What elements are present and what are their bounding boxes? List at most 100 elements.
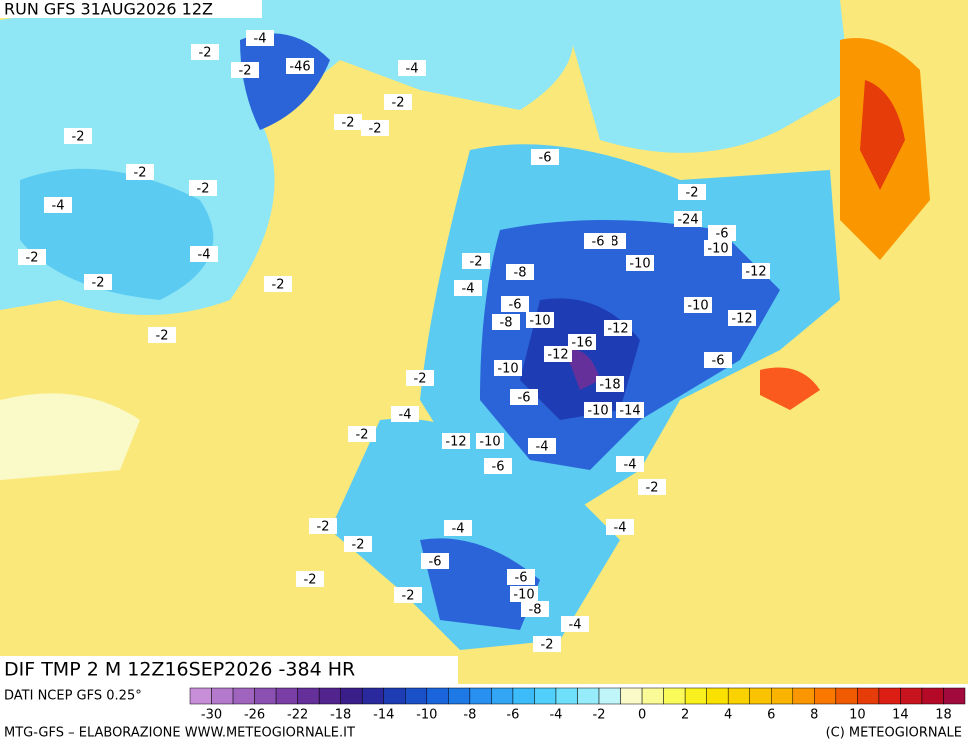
contour-label: -2 bbox=[686, 186, 699, 201]
legend-swatch bbox=[254, 687, 277, 705]
legend-swatch bbox=[835, 687, 858, 705]
legend-tick-label: -30 bbox=[201, 708, 222, 723]
contour-label: -4 bbox=[254, 32, 267, 47]
legend-swatch bbox=[620, 687, 643, 705]
map-background bbox=[0, 0, 968, 685]
legend-swatch bbox=[297, 687, 320, 705]
contour-label-box bbox=[626, 255, 654, 271]
contour-label-box bbox=[531, 149, 559, 165]
contour-label-box bbox=[506, 264, 534, 280]
legend-swatch bbox=[749, 687, 772, 705]
contour-label: -10 bbox=[629, 257, 650, 272]
contour-label-box bbox=[344, 536, 372, 552]
legend-swatch bbox=[361, 687, 385, 705]
legend-tick-label: -14 bbox=[373, 708, 394, 723]
legend-swatch bbox=[900, 687, 923, 705]
contour-label: -6 bbox=[539, 151, 552, 166]
legend-tick-label: 4 bbox=[724, 708, 732, 723]
contour-label: -2 bbox=[414, 372, 427, 387]
contour-label-box bbox=[492, 314, 520, 330]
contour-label: -12 bbox=[607, 322, 628, 337]
contour-label-box bbox=[191, 44, 219, 60]
contour-label: -16 bbox=[571, 336, 592, 351]
contour-label: -2 bbox=[402, 589, 415, 604]
contour-label: -2 bbox=[304, 573, 317, 588]
contour-label: -4 bbox=[52, 199, 65, 214]
contour-label-box bbox=[521, 601, 549, 617]
contour-label-box bbox=[309, 518, 337, 534]
contour-label: -4 bbox=[406, 62, 419, 77]
legend-swatch bbox=[232, 687, 255, 705]
contour-label-box bbox=[190, 246, 218, 262]
contour-label-box bbox=[568, 334, 596, 350]
contour-label-box bbox=[264, 276, 292, 292]
legend-swatch bbox=[684, 687, 707, 705]
contour-label-box bbox=[444, 520, 472, 536]
contour-label-box bbox=[742, 263, 770, 279]
legend-tick-label: -8 bbox=[463, 708, 476, 723]
contour-label: -2 bbox=[352, 538, 365, 553]
contour-label: -10 bbox=[479, 435, 500, 450]
legend-swatch bbox=[211, 687, 234, 705]
contour-label-box bbox=[728, 310, 756, 326]
legend-swatch bbox=[318, 687, 341, 705]
contour-label-box bbox=[510, 586, 538, 602]
contour-label: -6 bbox=[518, 391, 531, 406]
legend-swatch bbox=[878, 687, 901, 705]
legend-tick-label: 6 bbox=[767, 708, 775, 723]
contour-label: -2 bbox=[272, 278, 285, 293]
color-legend: -30-26-22-18-14-10-8-6-4-20246810141822 bbox=[189, 687, 966, 723]
legend-swatch bbox=[792, 687, 815, 705]
contour-label-box bbox=[708, 225, 736, 241]
contour-label: -12 bbox=[445, 435, 466, 450]
contour-label-box bbox=[384, 94, 412, 110]
contour-label: -2 bbox=[342, 116, 355, 131]
contour-label: -6 bbox=[429, 555, 442, 570]
contour-label: -18 bbox=[599, 378, 620, 393]
footer-source: DATI NCEP GFS 0.25° bbox=[4, 689, 142, 704]
contour-label-box bbox=[189, 180, 217, 196]
contour-label: -4 bbox=[569, 618, 582, 633]
contour-label: -10 bbox=[529, 314, 550, 329]
contour-label-box bbox=[616, 402, 644, 418]
contour-label-box bbox=[44, 197, 72, 213]
contour-label: -2 bbox=[356, 428, 369, 443]
contour-label-box bbox=[678, 184, 706, 200]
legend-tick-label: -18 bbox=[330, 708, 351, 723]
contour-label-box bbox=[64, 128, 92, 144]
legend-swatch bbox=[275, 687, 298, 705]
contour-label: -10 bbox=[687, 299, 708, 314]
contour-label-box bbox=[674, 211, 702, 227]
contour-label: -10 bbox=[497, 362, 518, 377]
contour-label-box bbox=[126, 164, 154, 180]
contour-label-box bbox=[494, 360, 522, 376]
contour-label-box bbox=[296, 571, 324, 587]
contour-label-box bbox=[616, 456, 644, 472]
contour-label: -6 bbox=[716, 227, 729, 242]
legend-swatch bbox=[706, 687, 729, 705]
contour-label-box bbox=[454, 280, 482, 296]
contour-label-box bbox=[246, 30, 274, 46]
legend-tick-label: -10 bbox=[416, 708, 437, 723]
contour-label: -2 bbox=[72, 130, 85, 145]
contour-label-box bbox=[406, 370, 434, 386]
legend-swatch bbox=[469, 687, 492, 705]
legend-swatch bbox=[663, 687, 686, 705]
contour-label: -4 bbox=[536, 440, 549, 455]
legend-tick-label: 0 bbox=[638, 708, 646, 723]
legend-swatch bbox=[426, 687, 449, 705]
contour-label: -12 bbox=[731, 312, 752, 327]
contour-label: -12 bbox=[745, 265, 766, 280]
legend-swatch bbox=[512, 687, 535, 705]
contour-label: -2 bbox=[26, 251, 39, 266]
contour-label-box bbox=[148, 327, 176, 343]
contour-label-box bbox=[584, 233, 612, 249]
contour-label: -4 bbox=[198, 248, 211, 263]
legend-swatch bbox=[641, 687, 664, 705]
contour-label-box bbox=[361, 120, 389, 136]
contour-label: -6 bbox=[592, 235, 605, 250]
contour-label-box bbox=[84, 274, 112, 290]
contour-label: -2 bbox=[197, 182, 210, 197]
contour-label: -46 bbox=[289, 60, 310, 75]
legend-swatch bbox=[943, 687, 966, 705]
